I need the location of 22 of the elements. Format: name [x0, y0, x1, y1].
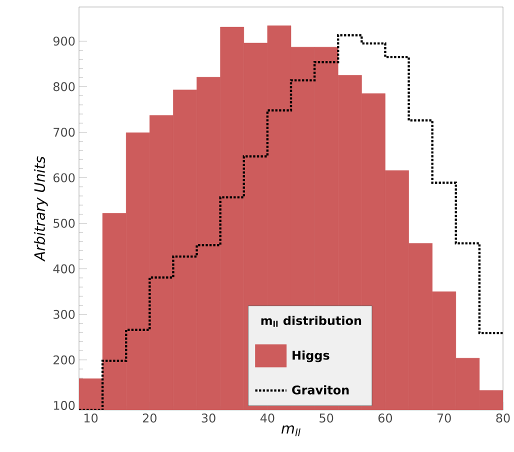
- y-tick-label: 100: [54, 400, 75, 410]
- x-axis-title: m$_{ll}$: [282, 425, 300, 436]
- x-tick-label: 80: [496, 414, 510, 423]
- legend-title: m$_{ll}$ distribution: [261, 316, 362, 327]
- y-tick-label: 400: [53, 264, 75, 274]
- x-tick-label: 30: [202, 414, 216, 423]
- y-tick-label: 300: [54, 310, 75, 319]
- x-tick-label: 40: [260, 414, 274, 423]
- y-tick-label: 600: [53, 173, 75, 182]
- y-tick-label: 900: [53, 36, 75, 46]
- x-tick-label: 60: [378, 414, 392, 423]
- x-tick-label: 70: [437, 414, 451, 423]
- y-tick-label: 700: [54, 128, 75, 137]
- x-tick-label: 20: [142, 414, 156, 423]
- y-tick-label: 500: [54, 218, 75, 228]
- y-tick-label: 200: [54, 355, 75, 364]
- x-tick-label: 10: [84, 414, 98, 423]
- legend-label: Graviton: [292, 385, 349, 394]
- y-axis-title: Arbitrary Units: [34, 156, 48, 262]
- y-tick-label: 800: [53, 82, 75, 92]
- legend-label: Higgs: [292, 350, 330, 362]
- x-tick-label: 50: [320, 414, 334, 423]
